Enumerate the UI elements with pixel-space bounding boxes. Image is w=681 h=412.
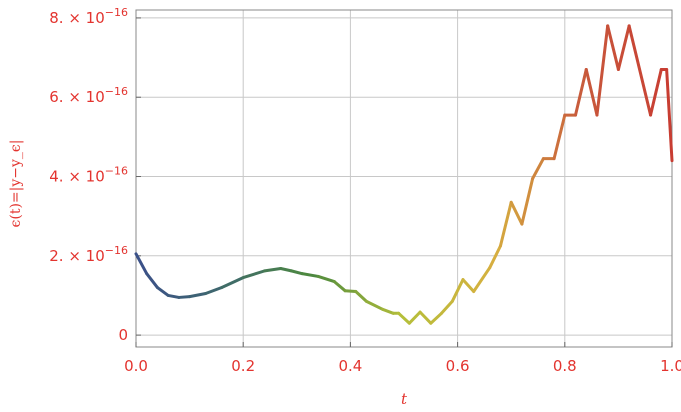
y-tick-label: 0 — [118, 326, 128, 344]
series-segment — [302, 274, 318, 277]
y-tick-label: 2. × 10−16 — [49, 244, 128, 265]
series-segment — [586, 69, 597, 115]
series-segment — [345, 291, 356, 292]
series-segment — [409, 312, 420, 323]
series-segment — [281, 268, 292, 270]
series-segment — [243, 271, 264, 278]
series-segment — [576, 69, 587, 115]
series-segment — [222, 278, 243, 288]
series-segment — [667, 69, 672, 160]
y-axis-ticks: 0 2. × 10−16 4. × 10−16 6. × 10−16 8. × 10−1… — [49, 6, 141, 344]
series-segment — [420, 312, 431, 323]
series-segment — [463, 280, 474, 292]
series-segment — [442, 301, 453, 313]
series-segment — [490, 246, 501, 268]
series-segment — [206, 288, 222, 294]
series-segment — [608, 26, 619, 70]
series-segment — [500, 202, 511, 246]
series-segment — [618, 26, 629, 70]
x-tick-label: 0.4 — [338, 357, 362, 375]
grid — [136, 10, 672, 347]
series-segment — [597, 26, 608, 115]
x-axis-label: t — [401, 390, 408, 408]
x-tick-label: 1.0 — [660, 357, 681, 375]
series-segment — [383, 309, 394, 313]
series-segment — [431, 313, 442, 323]
series-segment — [651, 69, 662, 115]
series-segment — [265, 268, 281, 270]
plot-frame — [136, 10, 672, 347]
series-segment — [533, 159, 544, 179]
x-tick-label: 0.0 — [124, 357, 148, 375]
series-segment — [366, 301, 382, 309]
x-tick-label: 0.8 — [553, 357, 577, 375]
series-segment — [629, 26, 650, 115]
series-segment — [136, 254, 147, 274]
series-segment — [179, 297, 190, 298]
series-segment — [356, 291, 367, 301]
series-segment — [511, 202, 522, 224]
x-tick-label: 0.2 — [231, 357, 255, 375]
x-tick-label: 0.6 — [446, 357, 470, 375]
series-segment — [157, 288, 168, 296]
series-segment — [474, 268, 490, 292]
series-segment — [554, 115, 565, 159]
series-segment — [168, 295, 179, 297]
y-tick-label: 6. × 10−16 — [49, 85, 128, 106]
series-segment — [399, 313, 410, 323]
y-tick-label: 4. × 10−16 — [49, 165, 128, 186]
y-tick-label: 8. × 10−16 — [49, 6, 128, 27]
series-segment — [291, 271, 302, 274]
series — [136, 26, 672, 323]
series-segment — [190, 293, 206, 296]
series-segment — [147, 274, 158, 288]
series-segment — [318, 276, 334, 281]
series-segment — [522, 179, 533, 225]
series-segment — [334, 282, 345, 291]
y-axis-label: ϵ(t)=|y−y_ϵ| — [8, 140, 24, 228]
